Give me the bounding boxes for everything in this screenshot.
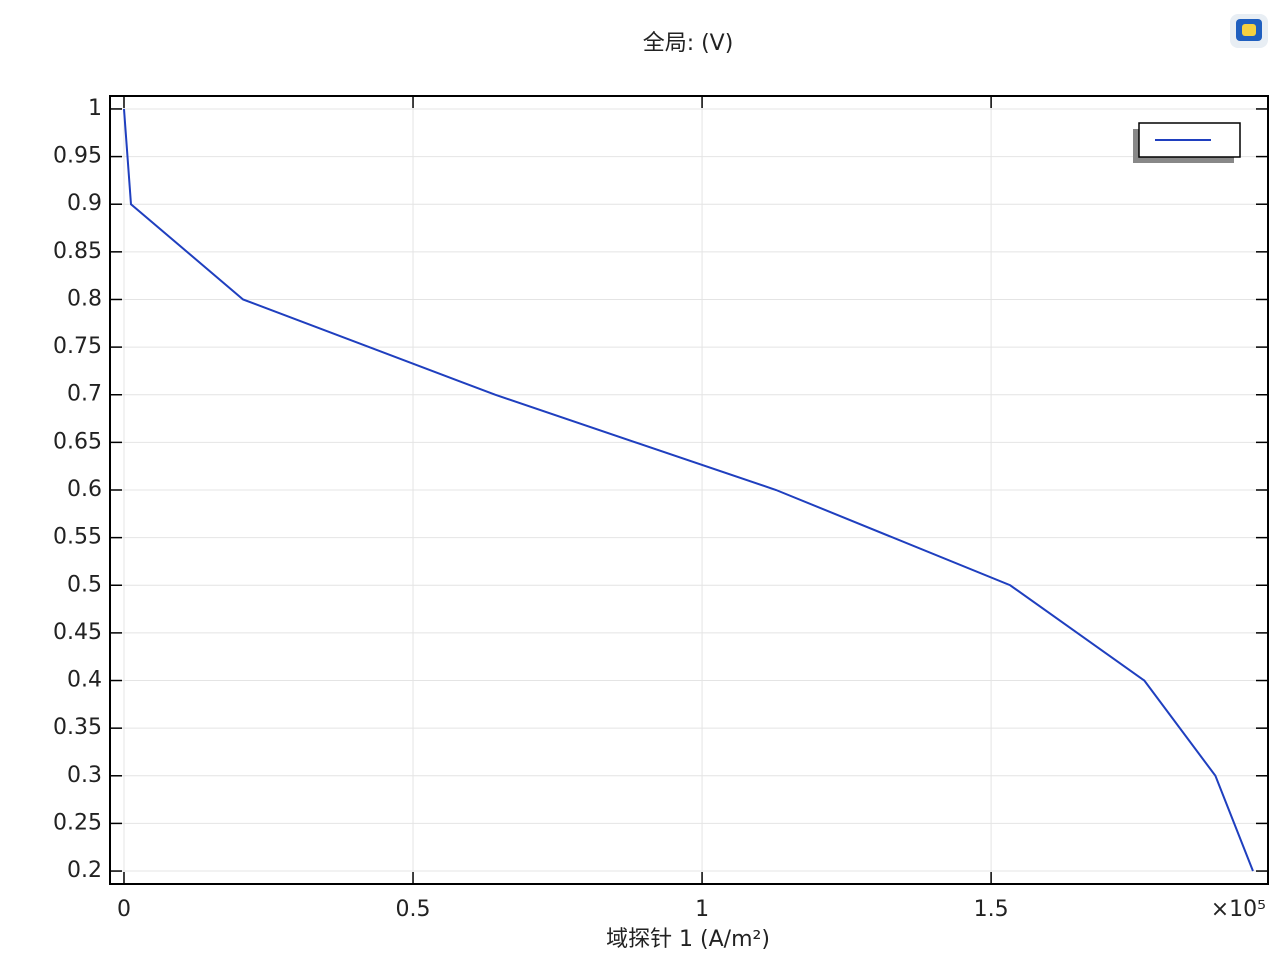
x-tick-label: 1 [695, 897, 709, 922]
data-line [122, 108, 1254, 872]
y-tick-label: 0.65 [53, 429, 102, 454]
x-tick-label: 0.5 [396, 897, 431, 922]
x-axis-label: 域探针 1 (A/m²) [606, 927, 770, 952]
y-tick-label: 1 [88, 96, 102, 121]
y-tick-label: 0.35 [53, 715, 102, 740]
y-tick-label: 0.6 [67, 477, 102, 502]
y-tick-label: 0.75 [53, 334, 102, 359]
x-multiplier: ×10⁵ [1211, 897, 1266, 922]
y-tick-label: 0.7 [67, 382, 102, 407]
x-tick-label: 0 [117, 897, 131, 922]
y-tick-label: 0.55 [53, 525, 102, 550]
y-tick-label: 0.95 [53, 144, 102, 169]
y-tick-label: 0.3 [67, 763, 102, 788]
y-tick-label: 0.25 [53, 810, 102, 835]
y-tick-label: 0.45 [53, 620, 102, 645]
y-tick-label: 0.5 [67, 572, 102, 597]
plot-frame [109, 95, 1269, 885]
app-logo [1230, 14, 1268, 48]
y-tick-label: 0.9 [67, 191, 102, 216]
y-tick-label: 0.2 [67, 858, 102, 883]
y-tick-label: 0.4 [67, 668, 102, 693]
y-tick-label: 0.8 [67, 286, 102, 311]
y-tick-label: 0.85 [53, 239, 102, 264]
chart-title: 全局: (V) [643, 31, 734, 56]
x-tick-label: 1.5 [974, 897, 1009, 922]
